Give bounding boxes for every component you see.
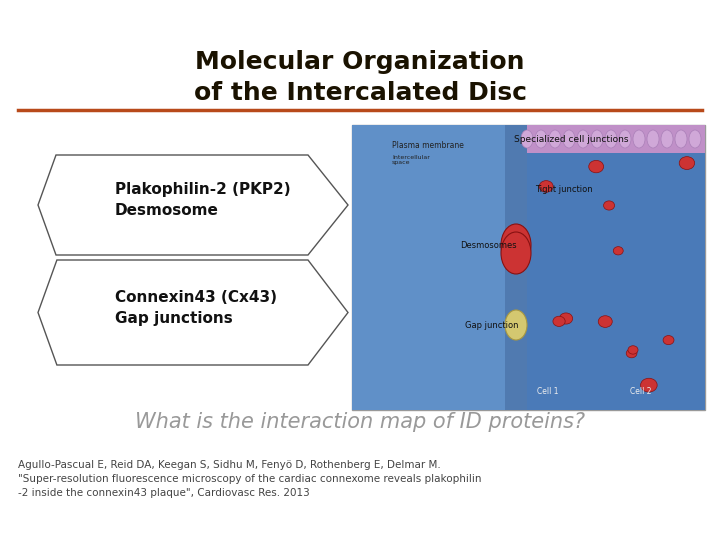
Ellipse shape	[603, 201, 615, 210]
Ellipse shape	[613, 247, 624, 255]
Text: Intercellular
space: Intercellular space	[392, 154, 430, 165]
FancyBboxPatch shape	[517, 125, 705, 410]
Ellipse shape	[563, 130, 575, 148]
FancyBboxPatch shape	[505, 125, 527, 410]
Text: Cell 2: Cell 2	[630, 388, 652, 396]
Ellipse shape	[559, 313, 572, 324]
Ellipse shape	[577, 130, 589, 148]
Ellipse shape	[501, 224, 531, 266]
Polygon shape	[38, 260, 348, 365]
Ellipse shape	[505, 310, 527, 340]
Text: Cell 1: Cell 1	[537, 388, 559, 396]
Ellipse shape	[661, 130, 673, 148]
Text: Desmosomes: Desmosomes	[460, 240, 517, 249]
Ellipse shape	[679, 157, 695, 170]
Text: Molecular Organization
of the Intercalated Disc: Molecular Organization of the Intercalat…	[194, 50, 526, 105]
Ellipse shape	[591, 130, 603, 148]
Ellipse shape	[539, 181, 553, 192]
Ellipse shape	[605, 130, 617, 148]
Ellipse shape	[641, 378, 657, 392]
Text: Connexin43 (Cx43)
Gap junctions: Connexin43 (Cx43) Gap junctions	[115, 290, 277, 326]
Ellipse shape	[663, 335, 674, 345]
Text: Plakophilin-2 (PKP2)
Desmosome: Plakophilin-2 (PKP2) Desmosome	[115, 182, 291, 218]
FancyBboxPatch shape	[517, 125, 705, 153]
Ellipse shape	[626, 349, 637, 358]
Ellipse shape	[619, 130, 631, 148]
Ellipse shape	[689, 130, 701, 148]
Text: Tight junction: Tight junction	[535, 186, 593, 194]
Ellipse shape	[549, 130, 561, 148]
Text: Specialized cell junctions: Specialized cell junctions	[513, 135, 628, 144]
FancyBboxPatch shape	[352, 125, 517, 410]
FancyBboxPatch shape	[352, 125, 705, 410]
Ellipse shape	[598, 316, 612, 327]
Ellipse shape	[535, 130, 547, 148]
Text: What is the interaction map of ID proteins?: What is the interaction map of ID protei…	[135, 412, 585, 432]
Ellipse shape	[628, 346, 638, 354]
Ellipse shape	[553, 316, 565, 327]
Text: Plasma membrane: Plasma membrane	[392, 140, 464, 150]
Ellipse shape	[521, 130, 533, 148]
Ellipse shape	[675, 130, 687, 148]
Text: Agullo-Pascual E, Reid DA, Keegan S, Sidhu M, Fenyö D, Rothenberg E, Delmar M.
": Agullo-Pascual E, Reid DA, Keegan S, Sid…	[18, 460, 482, 498]
Ellipse shape	[501, 232, 531, 274]
Ellipse shape	[633, 130, 645, 148]
Polygon shape	[38, 155, 348, 255]
Ellipse shape	[589, 160, 603, 173]
Text: Gap junction: Gap junction	[465, 321, 518, 329]
Ellipse shape	[647, 130, 659, 148]
